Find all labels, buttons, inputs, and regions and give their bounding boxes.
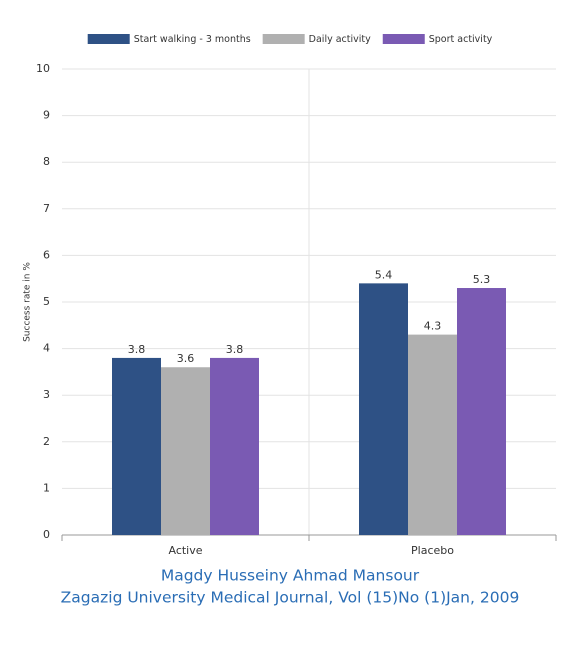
y-tick-label: 3 <box>43 388 50 401</box>
legend-swatch <box>87 34 130 44</box>
bar <box>408 334 457 535</box>
y-tick-label: 7 <box>43 202 50 215</box>
caption-line: Zagazig University Medical Journal, Vol … <box>61 589 520 607</box>
bar <box>359 283 408 535</box>
y-tick-label: 8 <box>43 155 50 168</box>
y-axis-label: Success rate in % <box>23 262 33 342</box>
caption-line: Magdy Husseiny Ahmad Mansour <box>161 567 420 585</box>
y-tick-label: 5 <box>43 295 50 308</box>
legend-swatch <box>382 34 425 44</box>
y-tick-label: 2 <box>43 435 50 448</box>
y-tick-label: 0 <box>43 528 50 541</box>
data-label: 5.4 <box>375 268 393 281</box>
bar <box>457 288 506 535</box>
bar <box>210 357 259 535</box>
y-tick-label: 1 <box>43 481 50 494</box>
legend-swatch <box>262 34 305 44</box>
data-label: 5.3 <box>473 273 491 286</box>
legend-label: Daily activity <box>309 34 371 45</box>
data-label: 4.3 <box>424 320 442 333</box>
legend-label: Sport activity <box>429 34 493 45</box>
bar <box>161 367 210 535</box>
y-tick-label: 6 <box>43 248 50 261</box>
x-tick-label: Placebo <box>411 544 454 557</box>
legend-label: Start walking - 3 months <box>134 34 251 45</box>
bar <box>112 357 161 535</box>
data-label: 3.6 <box>177 352 195 365</box>
y-tick-label: 10 <box>36 62 50 75</box>
x-tick-label: Active <box>168 544 202 557</box>
data-label: 3.8 <box>128 343 146 356</box>
y-tick-label: 9 <box>43 109 50 122</box>
data-label: 3.8 <box>226 343 244 356</box>
y-tick-label: 4 <box>43 342 50 355</box>
